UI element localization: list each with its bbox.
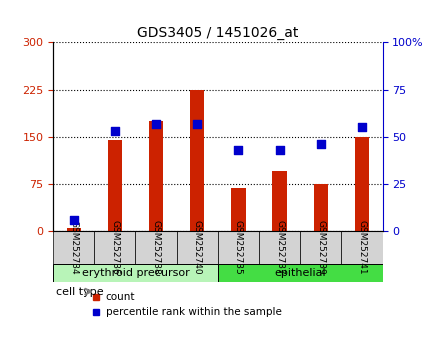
Point [235,147,242,153]
Text: cell type: cell type [57,286,104,297]
Text: GSM252734: GSM252734 [69,220,78,275]
Point [194,121,201,126]
FancyBboxPatch shape [218,264,382,281]
Text: erythroid precursor: erythroid precursor [82,268,190,278]
Point [111,129,118,134]
Bar [149,121,163,231]
FancyBboxPatch shape [53,231,94,264]
Title: GDS3405 / 1451026_at: GDS3405 / 1451026_at [137,26,298,40]
Text: GSM252735: GSM252735 [234,220,243,275]
Text: GSM252738: GSM252738 [152,220,161,275]
Bar [108,140,122,231]
Point [70,217,77,223]
FancyBboxPatch shape [53,264,218,281]
Bar [272,171,287,231]
Text: GSM252736: GSM252736 [110,220,119,275]
Point [359,125,366,130]
FancyBboxPatch shape [177,231,218,264]
Point [153,121,159,126]
FancyBboxPatch shape [94,231,136,264]
Text: GSM252740: GSM252740 [193,220,202,275]
Bar [190,90,204,231]
Bar [231,188,246,231]
Text: percentile rank within the sample: percentile rank within the sample [106,307,282,317]
Text: GSM252739: GSM252739 [316,220,325,275]
FancyBboxPatch shape [136,231,177,264]
FancyBboxPatch shape [300,231,341,264]
Text: GSM252741: GSM252741 [357,220,366,275]
Bar [66,228,81,231]
Point [317,142,324,147]
Point [276,147,283,153]
FancyBboxPatch shape [341,231,382,264]
FancyBboxPatch shape [259,231,300,264]
Text: GSM252737: GSM252737 [275,220,284,275]
Bar [355,137,369,231]
FancyBboxPatch shape [218,231,259,264]
Text: epithelial: epithelial [275,268,326,278]
Bar [314,184,328,231]
Text: count: count [106,292,135,302]
